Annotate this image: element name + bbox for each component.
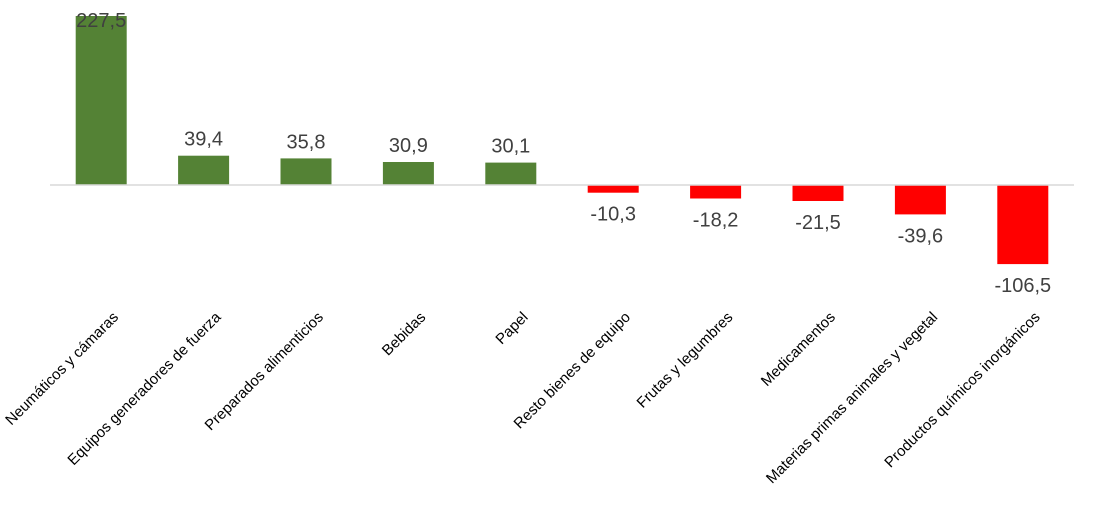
bar xyxy=(587,185,639,193)
data-label: -39,6 xyxy=(898,225,944,247)
data-label: -106,5 xyxy=(994,275,1051,297)
category-tick-label: Medicamentos xyxy=(758,309,839,390)
data-label: 39,4 xyxy=(184,129,223,151)
category-tick-label: Frutas y legumbres xyxy=(634,309,737,412)
bar xyxy=(894,185,946,215)
bar xyxy=(280,158,332,185)
data-label: 30,9 xyxy=(389,135,428,157)
bar xyxy=(792,185,844,201)
category-tick-label: Papel xyxy=(492,309,531,348)
category-tick-label: Resto bienes de equipo xyxy=(511,309,634,432)
bar xyxy=(997,185,1049,265)
bars-group xyxy=(75,16,1049,265)
category-tick-label: Preparados alimenticios xyxy=(202,309,327,434)
data-label: -18,2 xyxy=(693,210,739,232)
value-labels-group: 227,5 39,4 35,8 30,9 30,1 -10,3 -18,2 -21,5 -39,… xyxy=(76,10,1051,297)
category-tick-label: Materias primas animales y vegetal xyxy=(763,309,941,487)
bar xyxy=(485,162,537,185)
category-tick-label: Neumáticos y cámaras xyxy=(2,309,122,429)
data-label: 35,8 xyxy=(287,131,326,153)
data-label: 227,5 xyxy=(76,10,126,32)
data-label: -21,5 xyxy=(795,212,841,234)
data-label: 30,1 xyxy=(491,136,530,158)
bar xyxy=(75,16,127,185)
category-tick-label: Bebidas xyxy=(379,309,429,359)
bar xyxy=(178,155,230,185)
data-label: -10,3 xyxy=(590,204,636,226)
bar xyxy=(382,162,434,185)
bar xyxy=(690,185,742,199)
